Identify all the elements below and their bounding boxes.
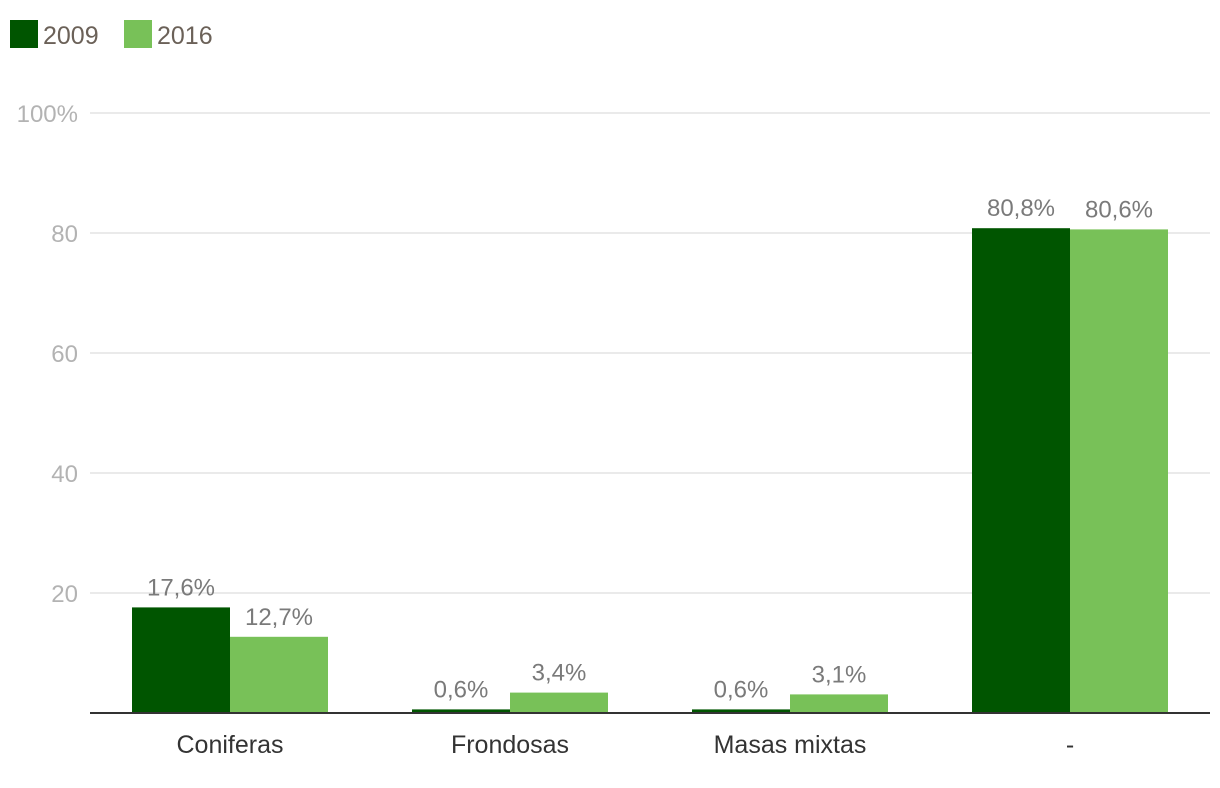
y-axis: 100% 80 60 40 20 <box>17 101 78 608</box>
legend: 2009 2016 <box>10 20 213 50</box>
legend-label-2009: 2009 <box>43 22 99 50</box>
bar-2009-2 <box>692 709 790 713</box>
data-label-2016-3: 80,6% <box>1085 196 1153 223</box>
bars <box>132 228 1168 713</box>
x-tick-label: - <box>1066 731 1074 759</box>
legend-swatch-2009 <box>10 20 38 48</box>
bar-2009-1 <box>412 709 510 713</box>
bar-2016-3 <box>1070 229 1168 713</box>
data-labels: 17,6% 12,7% 0,6% 3,4% 0,6% 3,1% 80,8% 80,6% <box>147 195 1153 703</box>
x-axis: Coniferas Frondosas Masas mixtas - <box>90 712 1210 759</box>
y-tick-label: 20 <box>51 581 78 608</box>
bar-2016-0 <box>230 636 328 713</box>
bar-2009-3 <box>972 228 1070 713</box>
data-label-2009-3: 80,8% <box>987 195 1055 222</box>
legend-label-2016: 2016 <box>157 22 213 50</box>
data-label-2016-2: 3,1% <box>812 661 867 688</box>
data-label-2016-0: 12,7% <box>245 604 313 631</box>
y-tick-label: 100% <box>17 101 78 128</box>
legend-swatch-2016 <box>124 20 152 48</box>
data-label-2009-2: 0,6% <box>714 676 769 703</box>
y-tick-label: 60 <box>51 341 78 368</box>
x-tick-label: Masas mixtas <box>714 731 867 759</box>
data-label-2009-0: 17,6% <box>147 574 215 601</box>
y-tick-label: 40 <box>51 461 78 488</box>
x-tick-label: Frondosas <box>451 731 569 759</box>
y-tick-label: 80 <box>51 221 78 248</box>
x-tick-label: Coniferas <box>177 731 284 759</box>
bar-2009-0 <box>132 607 230 713</box>
data-label-2009-1: 0,6% <box>434 676 489 703</box>
bar-2016-2 <box>790 694 888 713</box>
bar-2016-1 <box>510 692 608 713</box>
data-label-2016-1: 3,4% <box>532 660 587 687</box>
